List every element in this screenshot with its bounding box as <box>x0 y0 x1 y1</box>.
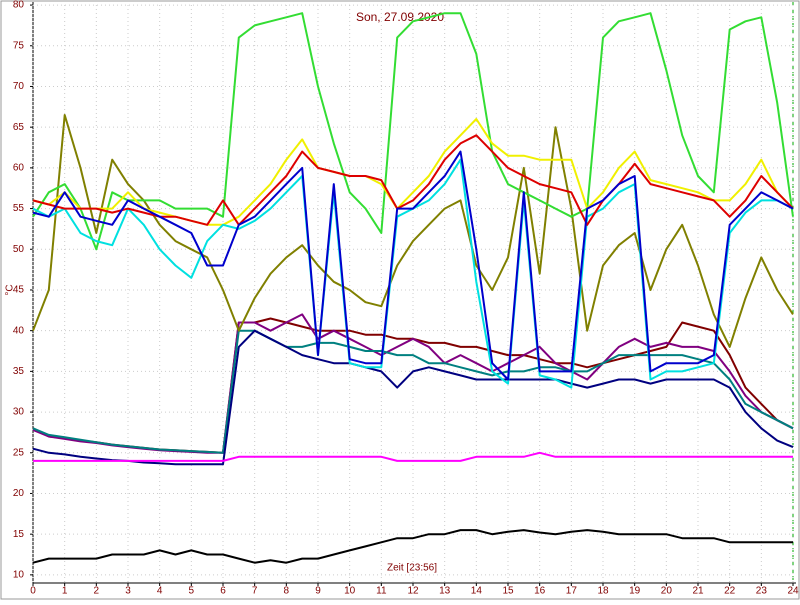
series-line <box>32 529 793 564</box>
y-tick-label: 15 <box>13 529 25 540</box>
x-tick-label: 4 <box>157 586 163 597</box>
x-tick-label: 20 <box>661 586 673 597</box>
series-line <box>32 329 794 466</box>
y-tick-label: 60 <box>13 163 25 174</box>
x-tick-label: 16 <box>534 586 546 597</box>
series-line <box>32 329 794 454</box>
series-line <box>32 150 794 381</box>
x-tick-label: 10 <box>344 586 356 597</box>
series-line <box>32 114 794 348</box>
y-tick-label: 20 <box>13 488 25 499</box>
y-tick-label: 30 <box>13 407 25 418</box>
x-tick-label: 21 <box>692 586 704 597</box>
x-tick-label: 7 <box>252 586 258 597</box>
y-tick-label: 70 <box>13 81 25 92</box>
y-tick-label: 40 <box>13 325 25 336</box>
y-tick-label: 45 <box>13 285 25 296</box>
x-tick-label: 14 <box>471 586 483 597</box>
x-tick-label: 5 <box>189 586 195 597</box>
series-line <box>33 451 793 462</box>
y-tick-label: 75 <box>13 40 25 51</box>
y-tick-label: 10 <box>13 570 25 581</box>
annotation: Zeit [23:56] <box>387 563 437 574</box>
y-axis-label: °C <box>5 284 16 295</box>
x-tick-label: 3 <box>125 586 131 597</box>
y-tick-label: 35 <box>13 366 25 377</box>
y-tick-label: 25 <box>13 447 25 458</box>
x-tick-label: 15 <box>502 586 514 597</box>
y-tick-label: 50 <box>13 244 25 255</box>
x-tick-label: 6 <box>220 586 226 597</box>
x-tick-label: 17 <box>566 586 578 597</box>
x-tick-label: 23 <box>756 586 768 597</box>
x-tick-label: 18 <box>597 586 609 597</box>
x-tick-label: 24 <box>787 586 799 597</box>
series-line <box>32 118 794 226</box>
x-tick-label: 0 <box>30 586 36 597</box>
x-tick-label: 8 <box>284 586 290 597</box>
x-tick-label: 22 <box>724 586 736 597</box>
x-tick-label: 9 <box>315 586 321 597</box>
x-tick-label: 2 <box>94 586 100 597</box>
x-tick-label: 1 <box>62 586 68 597</box>
y-tick-label: 55 <box>13 203 25 214</box>
y-tick-label: 80 <box>13 0 25 11</box>
series-line <box>32 12 794 251</box>
chart-title: Son, 27.09.2020 <box>356 10 444 24</box>
y-tick-label: 65 <box>13 122 25 133</box>
x-tick-label: 13 <box>439 586 451 597</box>
x-tick-label: 19 <box>629 586 641 597</box>
x-tick-label: 11 <box>376 586 387 597</box>
x-tick-label: 12 <box>407 586 419 597</box>
